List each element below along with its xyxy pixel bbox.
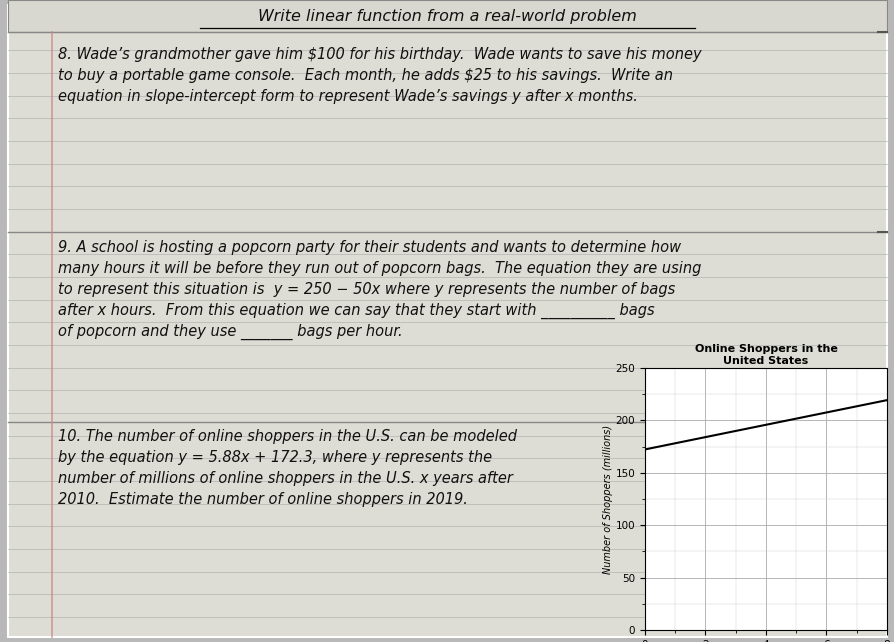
Text: of popcorn and they use _______ bags per hour.: of popcorn and they use _______ bags per… — [58, 324, 402, 340]
Text: equation in slope-intercept form to represent Wade’s savings y after x months.: equation in slope-intercept form to repr… — [58, 89, 637, 104]
Text: 8. Wade’s grandmother gave him $100 for his birthday.  Wade wants to save his mo: 8. Wade’s grandmother gave him $100 for … — [58, 47, 701, 62]
Y-axis label: Number of Shoppers (millions): Number of Shoppers (millions) — [602, 424, 612, 573]
Text: after x hours.  From this equation we can say that they start with __________ ba: after x hours. From this equation we can… — [58, 303, 654, 319]
Title: Online Shoppers in the
United States: Online Shoppers in the United States — [694, 344, 837, 366]
Text: 9. A school is hosting a popcorn party for their students and wants to determine: 9. A school is hosting a popcorn party f… — [58, 240, 680, 255]
Bar — [8, 0, 886, 32]
Text: to buy a portable game console.  Each month, he adds $25 to his savings.  Write : to buy a portable game console. Each mon… — [58, 68, 672, 83]
Text: many hours it will be before they run out of popcorn bags.  The equation they ar: many hours it will be before they run ou… — [58, 261, 701, 276]
Text: Write linear function from a real-world problem: Write linear function from a real-world … — [257, 8, 636, 24]
Text: by the equation y = 5.88x + 172.3, where y represents the: by the equation y = 5.88x + 172.3, where… — [58, 450, 492, 465]
Text: 2010.  Estimate the number of online shoppers in 2019.: 2010. Estimate the number of online shop… — [58, 492, 468, 507]
Text: to represent this situation is  y = 250 − 50x where y represents the number of b: to represent this situation is y = 250 −… — [58, 282, 674, 297]
Text: number of millions of online shoppers in the U.S. x years after: number of millions of online shoppers in… — [58, 471, 512, 486]
Text: 10. The number of online shoppers in the U.S. can be modeled: 10. The number of online shoppers in the… — [58, 429, 517, 444]
